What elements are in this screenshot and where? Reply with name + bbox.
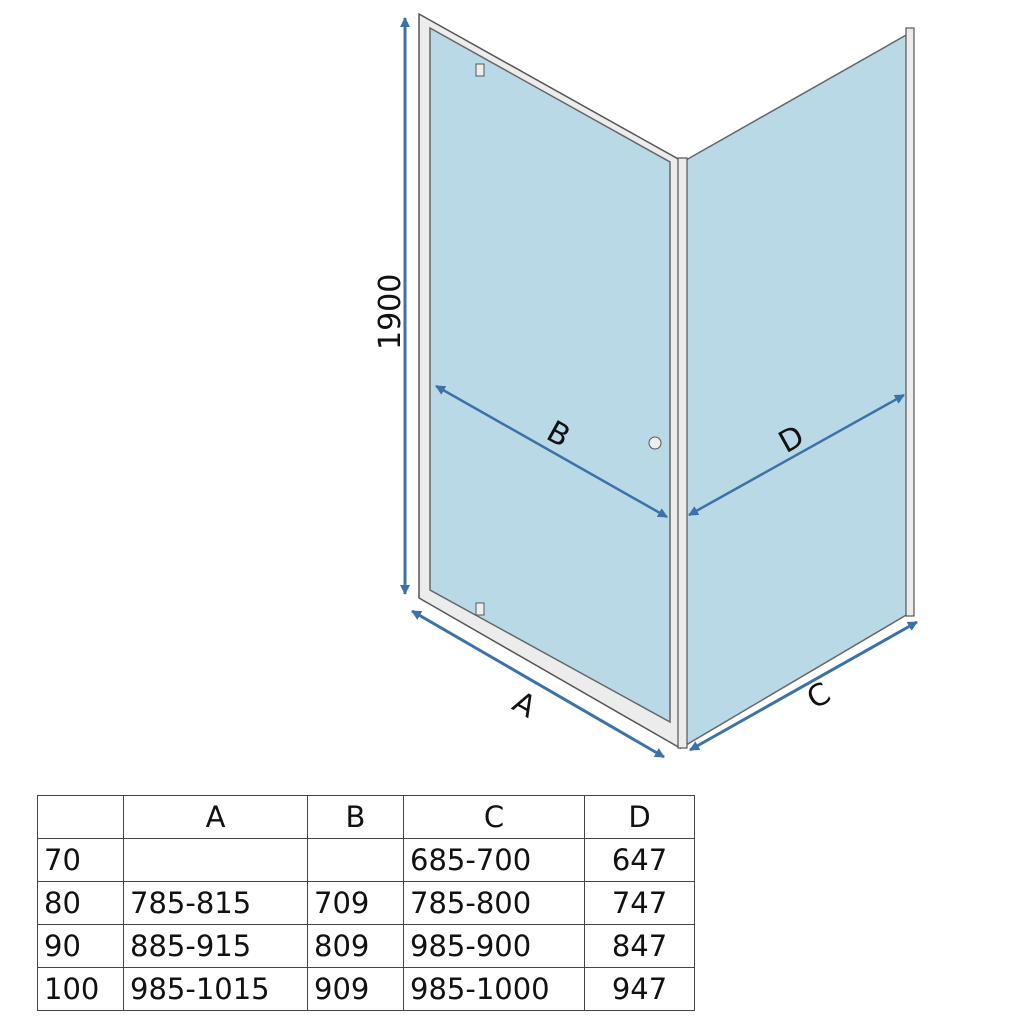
dimension-d-arrow: [688, 393, 905, 517]
table-row: 90 885-915 809 985-900 847: [37, 924, 695, 968]
cell: 80: [37, 881, 124, 925]
dimensions-table: A B C D 70 685-700 647 80 785-815 709 78…: [37, 795, 695, 1011]
door-knob-icon: [648, 436, 662, 450]
cell: 909: [307, 967, 404, 1011]
table-row: 70 685-700 647: [37, 838, 695, 882]
shower-enclosure-diagram: 1900 B D A C: [373, 12, 918, 759]
header-cell: A: [123, 795, 308, 839]
cell: [307, 838, 404, 882]
cell: 785-800: [403, 881, 585, 925]
wall-profile: [905, 27, 915, 617]
cell: 747: [584, 881, 695, 925]
dimension-a-arrow: [411, 609, 665, 759]
label-a: A: [507, 685, 542, 726]
dimension-b-arrow: [435, 384, 668, 519]
hinge-bottom-icon: [475, 602, 485, 616]
cell: 985-1000: [403, 967, 585, 1011]
table-header-row: A B C D: [37, 795, 695, 839]
cell: 885-915: [123, 924, 308, 968]
table-row: 100 985-1015 909 985-1000 947: [37, 967, 695, 1011]
door-panel: [418, 12, 681, 750]
cell: 947: [584, 967, 695, 1011]
cell: 847: [584, 924, 695, 968]
cell: 785-815: [123, 881, 308, 925]
cell: 647: [584, 838, 695, 882]
cell: 709: [307, 881, 404, 925]
cell: 985-900: [403, 924, 585, 968]
header-cell: C: [403, 795, 585, 839]
cell: [123, 838, 308, 882]
height-label: 1900: [373, 274, 408, 350]
cell: 809: [307, 924, 404, 968]
side-panel: [677, 27, 915, 749]
label-c: C: [801, 676, 836, 717]
cell: 90: [37, 924, 124, 968]
hinge-top-icon: [475, 63, 485, 77]
cell: 70: [37, 838, 124, 882]
cell: 100: [37, 967, 124, 1011]
header-cell: B: [307, 795, 404, 839]
cell: 985-1015: [123, 967, 308, 1011]
table-row: 80 785-815 709 785-800 747: [37, 881, 695, 925]
header-cell: [37, 795, 124, 839]
header-cell: D: [584, 795, 695, 839]
dimension-c-arrow: [689, 620, 918, 752]
corner-post: [677, 157, 688, 749]
cell: 685-700: [403, 838, 585, 882]
